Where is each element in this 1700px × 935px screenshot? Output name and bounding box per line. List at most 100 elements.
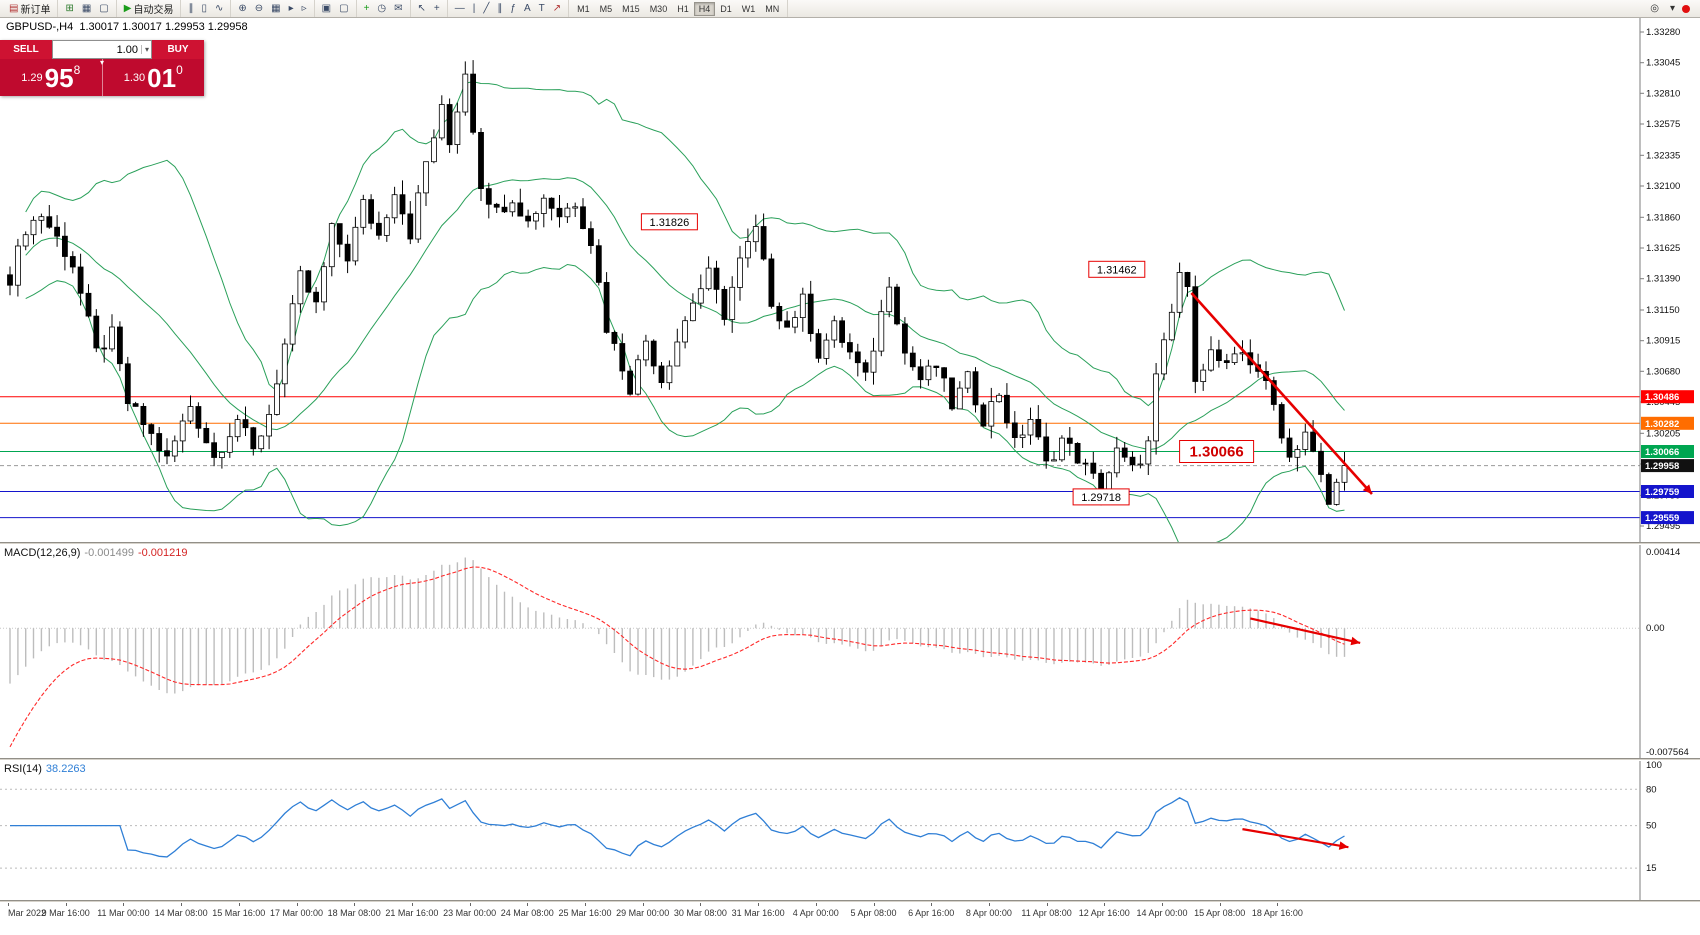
candlestick-chart: 1.31826 1.31462 1.30066 1.29718 1.33280 1.330… xyxy=(0,18,1694,542)
trend-arrow[interactable] xyxy=(1242,828,1349,849)
text-button[interactable]: A xyxy=(520,1,535,17)
zoom-in-icon: ⊕ xyxy=(238,2,247,14)
price-annotation-box[interactable] xyxy=(640,213,698,231)
time-axis-label: 15 Mar 16:00 xyxy=(212,908,266,918)
panel-separator[interactable] xyxy=(0,900,1700,903)
macd-axis-zero: 0.00 xyxy=(1646,623,1665,634)
volume-input[interactable]: 1.00 ▾ xyxy=(52,40,152,59)
time-tick xyxy=(65,903,67,906)
zoom-out-icon: ⊖ xyxy=(254,2,264,14)
trend-arrow-head xyxy=(1362,484,1372,495)
price-badge-label: 1.30282 xyxy=(1645,419,1679,430)
auto-scroll-button[interactable]: ▸ xyxy=(285,1,298,17)
volume-spinner-icon[interactable]: ▾ xyxy=(140,45,149,54)
quick-nav-button[interactable]: ▾ xyxy=(1666,1,1679,17)
symbol-info: GBPUSD-,H4 1.30017 1.30017 1.29953 1.299… xyxy=(6,21,248,33)
timeframe-h4-button[interactable]: H4 xyxy=(693,1,716,16)
price-annotation-box[interactable] xyxy=(1179,440,1255,463)
timeframe-h1-button[interactable]: H1 xyxy=(672,2,694,16)
new-chart-button[interactable]: ⊞ xyxy=(61,1,77,17)
panel-separator[interactable] xyxy=(0,542,1700,545)
macd-panel[interactable]: 0.00414 0.00 -0.007564 MACD(12,26,9) -0.001… xyxy=(0,545,1700,758)
timeframe-m1-button[interactable]: M1 xyxy=(572,2,595,16)
trend-arrow[interactable] xyxy=(1250,617,1361,645)
macd-axis-max: 0.00414 xyxy=(1646,547,1680,558)
sell-button[interactable]: SELL xyxy=(0,40,52,59)
zoom-in-button[interactable]: ⊕ xyxy=(234,1,250,17)
bollinger-upper-band xyxy=(25,81,1345,407)
text-label-button[interactable]: T xyxy=(535,1,549,17)
bar-chart-icon: ∥ xyxy=(188,2,194,14)
sell-price-button[interactable]: 1.29 95 8 xyxy=(0,59,103,96)
fibonacci-button[interactable]: ƒ xyxy=(506,1,520,17)
add-indicator-button[interactable]: + xyxy=(360,1,374,17)
search-button[interactable]: ◎ xyxy=(1646,1,1663,17)
price-annotation-box[interactable] xyxy=(1072,488,1130,506)
alerts-button[interactable]: ✉ xyxy=(390,1,406,17)
chart-shift-button[interactable]: ▹ xyxy=(298,1,311,17)
time-axis[interactable]: Mar 2022 9 Mar 16:00 11 Mar 00:00 14 Mar 08… xyxy=(0,903,1700,935)
price-badge xyxy=(1641,511,1694,525)
time-axis-label: 9 Mar 16:00 xyxy=(41,908,90,918)
toolbar-group: ▣ ▢ xyxy=(315,0,357,17)
candlestick-chart-button[interactable]: ▯ xyxy=(197,1,211,17)
macd-plot: 0.00414 0.00 -0.007564 xyxy=(0,545,1689,758)
timeframe-m5-button[interactable]: M5 xyxy=(595,2,618,16)
timeframe-d1-button[interactable]: D1 xyxy=(715,2,737,16)
time-tick xyxy=(238,903,240,906)
arrows-tool-button[interactable]: ↗ xyxy=(549,1,565,17)
cursor-button[interactable]: ↖ xyxy=(414,1,430,17)
horizontal-line-icon: — xyxy=(454,2,465,14)
rsi-panel[interactable]: 100 80 50 15 RSI(14) 38.2263 xyxy=(0,761,1700,900)
rsi-axis-label: 15 xyxy=(1646,863,1657,874)
grid-button[interactable]: ▦ xyxy=(267,1,284,17)
candlestick-chart-icon: ▯ xyxy=(201,2,207,14)
profiles-button[interactable]: ▦ xyxy=(78,1,95,17)
price-axis-label: 1.32810 xyxy=(1646,88,1680,99)
trendline-button[interactable]: ╱ xyxy=(479,1,493,17)
period-button[interactable]: ◷ xyxy=(373,1,390,17)
crosshair-button[interactable]: + xyxy=(430,1,444,17)
time-tick xyxy=(181,903,183,906)
timeframe-w1-button[interactable]: W1 xyxy=(737,2,761,16)
new-order-button[interactable]: ▤ 新订单 xyxy=(5,1,54,17)
timeframe-m30-button[interactable]: M30 xyxy=(645,2,673,16)
bollinger-lower-band xyxy=(25,263,1345,542)
buy-button[interactable]: BUY xyxy=(152,40,204,59)
alerts-icon: ✉ xyxy=(394,2,403,14)
time-axis-label: 14 Mar 08:00 xyxy=(154,908,208,918)
time-tick xyxy=(815,903,817,906)
time-tick xyxy=(8,903,9,906)
horizontal-line-button[interactable]: — xyxy=(451,1,469,17)
buy-price-button[interactable]: 1.30 01 0 xyxy=(102,59,204,96)
bar-chart-button[interactable]: ∥ xyxy=(184,1,197,17)
zoom-out-button[interactable]: ⊖ xyxy=(251,1,267,17)
cascade-windows-button[interactable]: ▢ xyxy=(335,1,352,17)
templates-button[interactable]: ▢ xyxy=(95,1,112,17)
timeframe-m15-button[interactable]: M15 xyxy=(617,2,645,16)
price-axis-label: 1.33045 xyxy=(1646,58,1680,69)
time-tick xyxy=(527,903,529,906)
tile-windows-button[interactable]: ▣ xyxy=(318,1,335,17)
vertical-line-button[interactable]: | xyxy=(469,1,480,17)
price-axis-label: 1.33280 xyxy=(1646,27,1680,38)
toolbar: ▤ 新订单 ⊞ ▦ ▢ ▶ 自动交易 ∥ ▯ ∿ ⊕ ⊖ ▦ ▸ ▹ ▣ ▢ + ◷ ✉ ↖ + — | ╱ ∥ ƒ A T ↗ M1 M5 M… xyxy=(0,0,1700,18)
timeframe-mn-button[interactable]: MN xyxy=(760,2,784,16)
time-tick xyxy=(931,903,933,906)
expand-caret-icon[interactable]: ▾ xyxy=(99,58,105,67)
panel-separator[interactable] xyxy=(0,758,1700,761)
price-axis-label: 1.31625 xyxy=(1646,243,1680,254)
auto-trading-button[interactable]: ▶ 自动交易 xyxy=(120,1,178,17)
trend-arrow[interactable] xyxy=(1190,292,1373,495)
text-icon: A xyxy=(523,2,531,14)
time-axis-label: 4 Apr 00:00 xyxy=(792,908,839,918)
candles xyxy=(7,60,1348,506)
time-axis-label: 15 Apr 08:00 xyxy=(1194,908,1246,918)
price-axis-label: 1.31150 xyxy=(1646,305,1680,316)
time-tick xyxy=(700,903,702,906)
price-annotation-box[interactable] xyxy=(1088,260,1146,278)
main-chart-panel[interactable]: 1.31826 1.31462 1.30066 1.29718 1.33280 1.330… xyxy=(0,18,1700,542)
line-chart-button[interactable]: ∿ xyxy=(211,1,227,17)
channel-button[interactable]: ∥ xyxy=(493,1,506,17)
price-annotation: 1.30066 xyxy=(1189,444,1243,461)
